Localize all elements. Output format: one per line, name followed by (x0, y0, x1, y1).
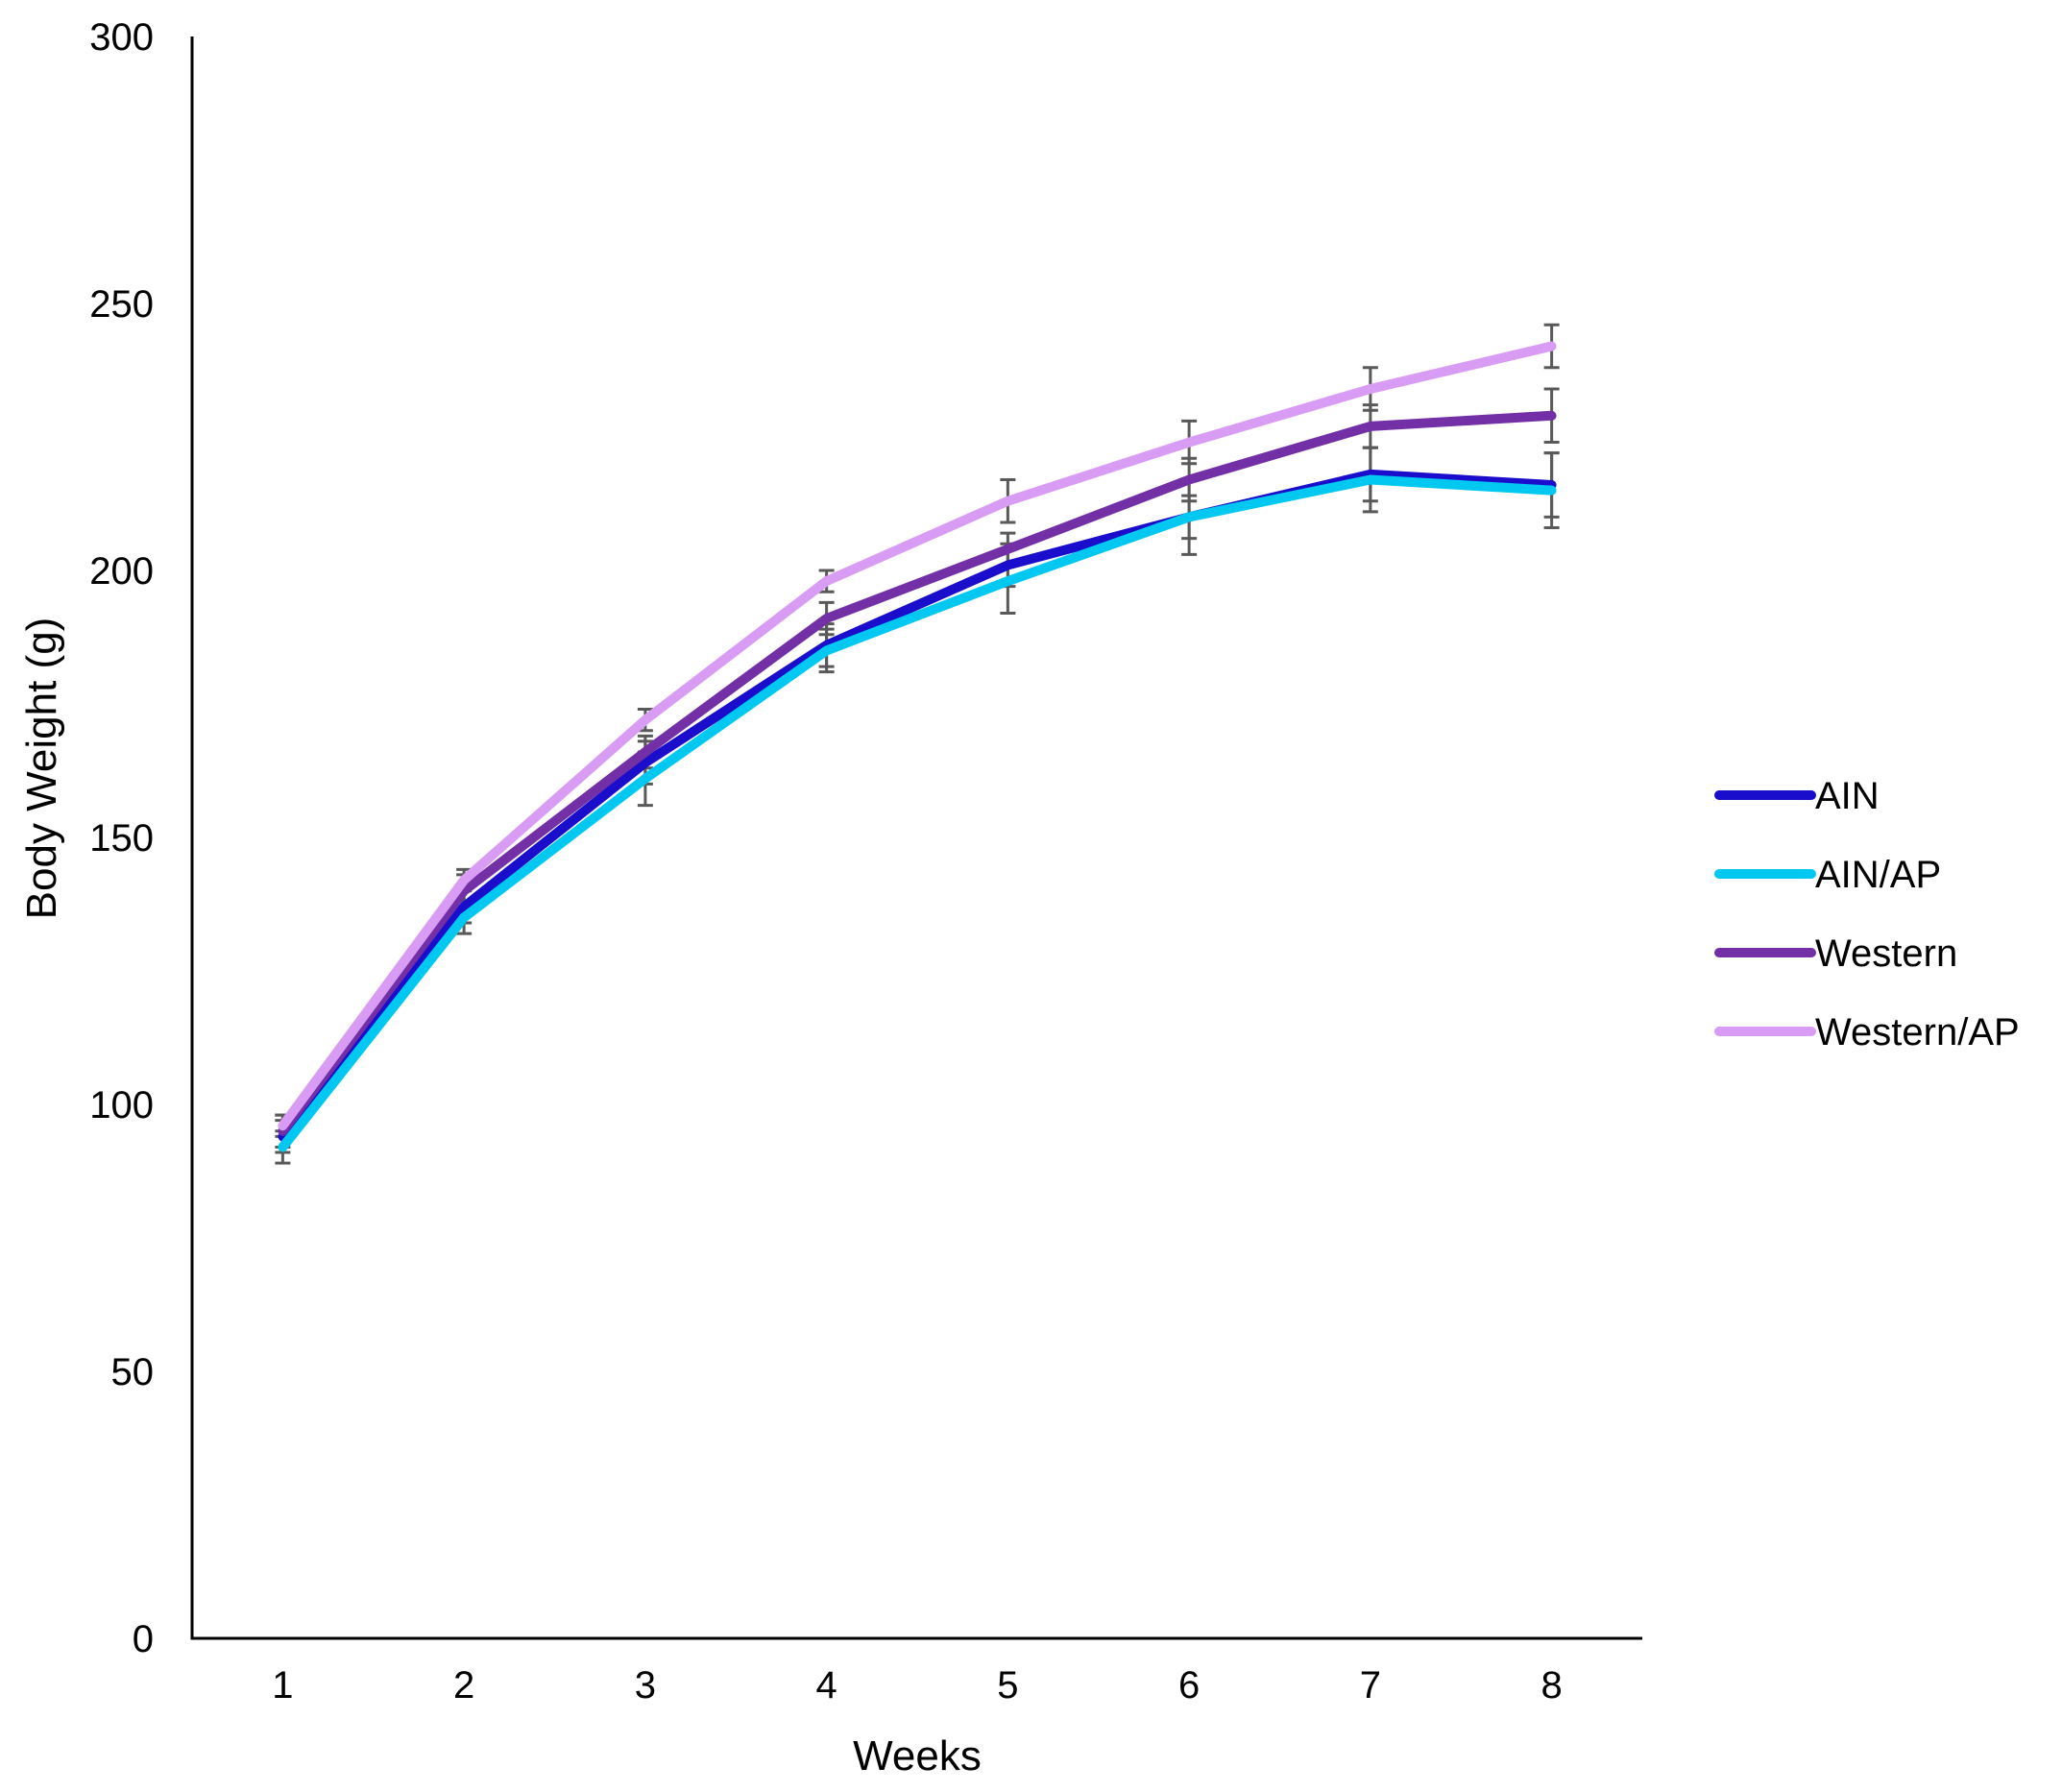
series-lines (278, 341, 1557, 1152)
y-tick-label: 300 (89, 16, 154, 59)
x-tick-label: 3 (635, 1664, 656, 1707)
error-bars-ain-ap (275, 446, 1560, 1165)
y-tick-label: 200 (89, 550, 154, 593)
legend-item: AIN (1714, 775, 1880, 817)
axes: 0 50 100 150 200 250 300 1 2 3 4 5 6 7 8 (89, 16, 1642, 1707)
x-tick-label: 8 (1541, 1664, 1563, 1707)
error-bars (275, 323, 1560, 1165)
legend-label: Western (1815, 932, 1957, 975)
y-tick-label: 100 (89, 1084, 154, 1126)
error-bars-ain (275, 446, 1560, 1154)
error-bars-western (275, 387, 1560, 1149)
x-tick-label: 2 (453, 1664, 474, 1707)
x-tick-label: 7 (1360, 1664, 1381, 1707)
y-axis-title: Body Weight (g) (18, 618, 65, 920)
y-tick-label: 50 (111, 1351, 155, 1393)
series-line-western (278, 410, 1557, 1136)
x-tick-label: 4 (816, 1664, 837, 1707)
legend-item: Western/AP (1714, 1011, 2020, 1053)
x-tick-label: 6 (1178, 1664, 1200, 1707)
x-axis-title: Weeks (853, 1732, 982, 1780)
legend-label: AIN (1815, 775, 1880, 817)
x-tick-label: 5 (997, 1664, 1018, 1707)
legend: AIN AIN/AP Western Western/AP (1714, 775, 2020, 1053)
series-line-western-ap (278, 341, 1557, 1131)
legend-label: AIN/AP (1815, 854, 1941, 896)
y-tick-label: 250 (89, 283, 154, 326)
series-line-ain-ap (278, 474, 1557, 1152)
legend-item: Western (1714, 932, 1957, 975)
plot-area (275, 323, 1560, 1165)
series-line-ain (278, 469, 1557, 1142)
legend-label: Western/AP (1815, 1011, 2020, 1053)
x-ticks: 1 2 3 4 5 6 7 8 (272, 1664, 1563, 1707)
x-tick-label: 1 (272, 1664, 293, 1707)
y-ticks: 0 50 100 150 200 250 300 (89, 16, 154, 1660)
y-tick-label: 150 (89, 817, 154, 860)
legend-item: AIN/AP (1714, 854, 1941, 896)
y-tick-label: 0 (133, 1618, 154, 1660)
